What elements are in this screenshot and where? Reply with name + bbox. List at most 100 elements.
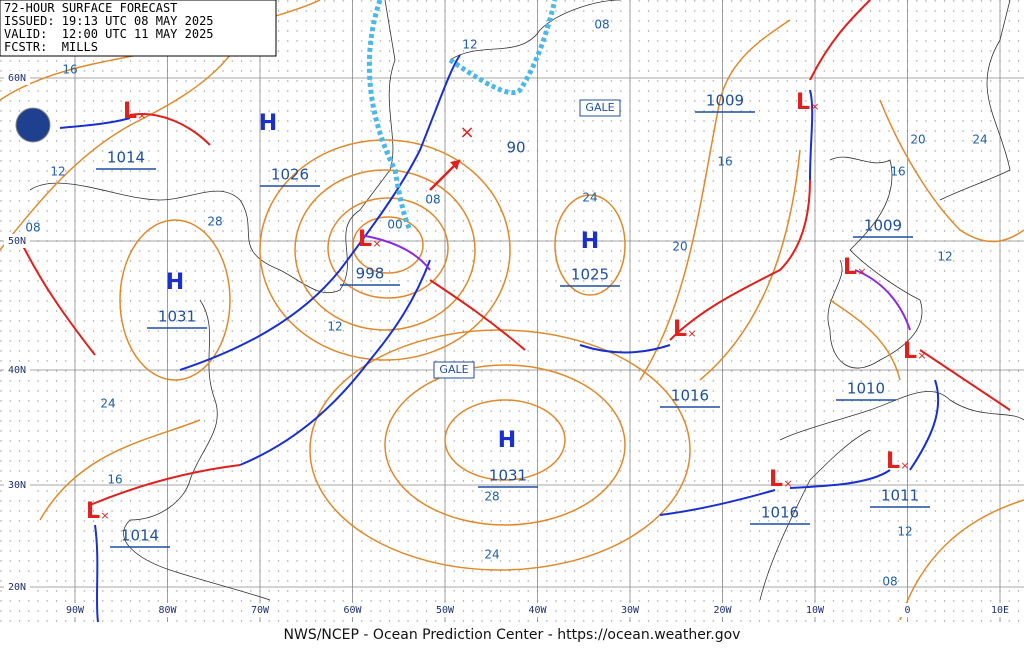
isobars [0, 0, 1024, 621]
svg-text:×: × [459, 122, 474, 143]
low-symbol: L [358, 227, 372, 252]
latitude-label: 40N [8, 365, 26, 376]
lat-label-bg [4, 363, 30, 377]
longitude-label: 50W [436, 605, 455, 616]
longitude-label: 10E [991, 605, 1009, 616]
footer-bg [0, 622, 1024, 652]
high-symbol: H [259, 111, 277, 136]
high-pressure: 1031 [489, 467, 527, 485]
latitude-label: 60N [8, 73, 26, 84]
gale-label: GALE [585, 101, 614, 114]
isobar-label: 12 [897, 525, 912, 539]
isobar-label: 00 [387, 218, 402, 232]
lon-label-bg [709, 603, 736, 617]
header-issued: ISSUED: 19:13 UTC 08 MAY 2025 [4, 14, 214, 28]
low-symbol: L [769, 467, 783, 492]
isobar-label: 12 [462, 38, 477, 52]
low-center: × [372, 237, 381, 250]
graticule [0, 0, 1024, 622]
low-pressure: 1009 [864, 217, 902, 235]
low-pressure: 1009 [706, 92, 744, 110]
lon-label-bg [154, 603, 181, 617]
longitude-label: 80W [158, 605, 177, 616]
low-center: × [857, 265, 866, 278]
low-pressure: 1011 [881, 487, 919, 505]
low-center: × [100, 509, 109, 522]
low-center: × [810, 100, 819, 113]
lon-label-bg [987, 603, 1013, 617]
low-center: × [900, 459, 909, 472]
isobar-label: 20 [672, 240, 687, 254]
isobar-label: 28 [484, 490, 499, 504]
lat-label-bg [4, 580, 30, 594]
isobar-label: 12 [937, 250, 952, 264]
isobar-label: 12 [327, 320, 342, 334]
latitude-label: 20N [8, 582, 26, 593]
lat-label-bg [4, 234, 30, 248]
high-symbol: H [498, 428, 516, 453]
isobar-label: 28 [207, 215, 222, 229]
coastlines [29, 0, 1024, 601]
gale-label: GALE [439, 363, 468, 376]
lon-label-bg [524, 603, 551, 617]
isobar-label: 24 [484, 548, 499, 562]
isobar-label: 20 [910, 133, 925, 147]
header-box [0, 0, 277, 57]
longitude-label: 0 [904, 605, 910, 616]
low-symbol: L [86, 499, 100, 524]
low-symbol: L [796, 90, 810, 115]
high-pressure: 1025 [571, 266, 609, 284]
low-pressure: 1016 [761, 504, 799, 522]
isobar-label: 08 [25, 221, 40, 235]
isobar-label: 08 [882, 575, 897, 589]
low-center: × [137, 109, 146, 122]
high-symbol: H [166, 270, 184, 295]
longitude-label: 70W [251, 605, 270, 616]
isobar-label: 16 [890, 165, 905, 179]
longitude-label: 90W [66, 605, 85, 616]
footer: NWS/NCEP - Ocean Prediction Center - htt… [284, 627, 741, 643]
noaa-logo [15, 107, 51, 143]
high-symbol: H [581, 229, 599, 254]
label-90: 90 [506, 139, 525, 157]
isobar-label: 08 [594, 18, 609, 32]
low-pressure: 1016 [671, 387, 709, 405]
high-pressure: 1026 [271, 166, 309, 184]
isobar-label: 24 [972, 133, 987, 147]
longitude-label: 10W [806, 605, 825, 616]
isobar-label: 24 [100, 397, 115, 411]
header-valid: VALID: 12:00 UTC 11 MAY 2025 [4, 27, 214, 41]
low-pressure: 1014 [107, 149, 145, 167]
lon-label-bg [802, 603, 828, 617]
isobar-label: 08 [425, 193, 440, 207]
lon-label-bg [62, 603, 88, 617]
low-center: × [783, 477, 792, 490]
low-symbol: L [903, 339, 917, 364]
labels: H 1026 H 1031 H 1025 H 1031 1014 998 100… [25, 18, 987, 589]
fronts: × [19, 0, 1011, 623]
longitude-label: 30W [621, 605, 640, 616]
lon-label-bg [247, 603, 273, 617]
isobar-label: 24 [582, 191, 597, 205]
header-title: 72-HOUR SURFACE FORECAST [4, 1, 177, 15]
low-center: × [917, 349, 926, 362]
low-center: × [687, 327, 696, 340]
high-pressure: 1031 [158, 308, 196, 326]
isobar-label: 16 [62, 63, 77, 77]
lon-label-bg [432, 603, 458, 617]
isobar-label: 12 [50, 165, 65, 179]
lat-label-bg [4, 71, 30, 85]
gale-box [579, 99, 621, 117]
lon-label-bg [894, 603, 921, 617]
low-symbol: L [843, 255, 857, 280]
low-symbol: L [886, 449, 900, 474]
header-forecaster: FCSTR: MILLS [4, 40, 98, 54]
isobar-label: 16 [107, 473, 122, 487]
lon-label-bg [339, 603, 366, 617]
latitude-label: 30N [8, 480, 26, 491]
low-pressure: 1010 [847, 380, 885, 398]
low-symbol: L [673, 317, 687, 342]
latitude-label: 50N [8, 236, 26, 247]
